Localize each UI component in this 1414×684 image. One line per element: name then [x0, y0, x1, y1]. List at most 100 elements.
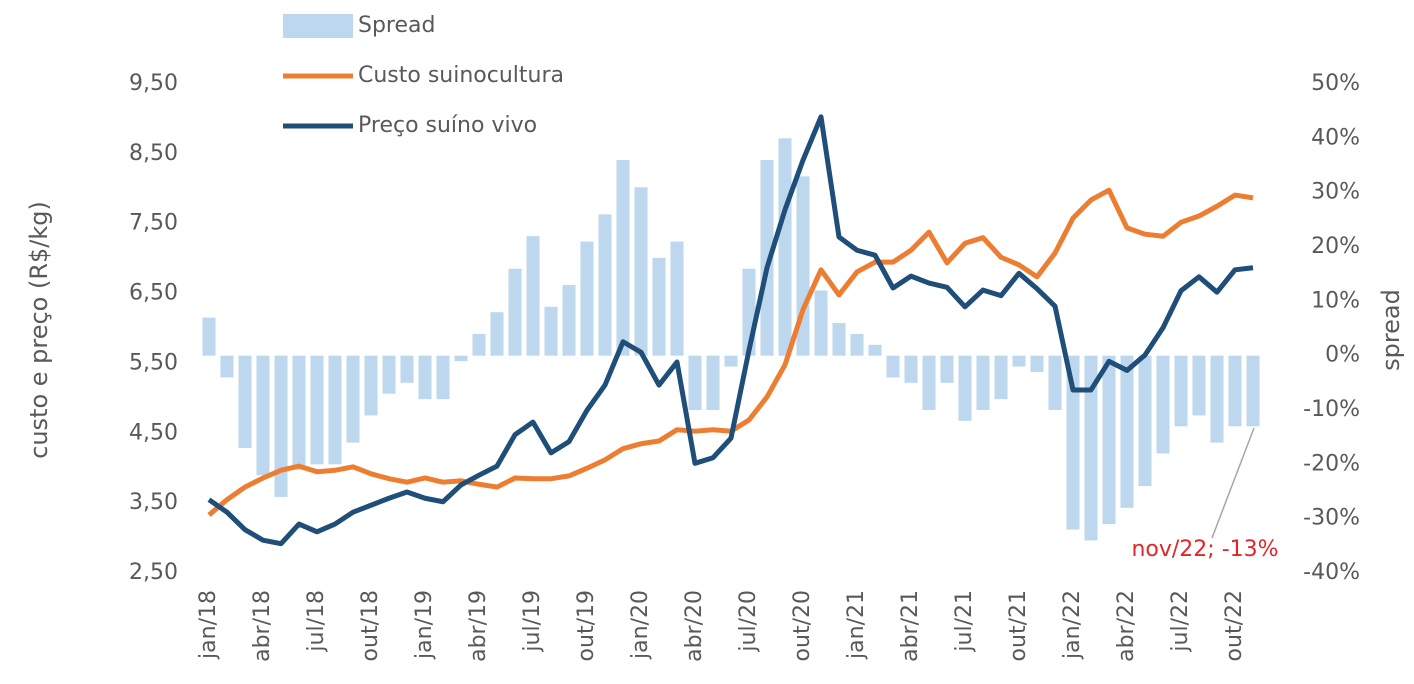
- bar: [490, 312, 504, 356]
- y2-tick-label: -30%: [1303, 506, 1360, 531]
- annotation: nov/22; -13%: [1131, 537, 1278, 562]
- bar: [562, 285, 576, 356]
- bar: [508, 268, 522, 356]
- bar: [994, 355, 1008, 400]
- legend-label: Preço suíno vivo: [358, 113, 537, 138]
- y-tick-label: 2,50: [129, 560, 178, 585]
- bar: [796, 176, 810, 356]
- bar: [1210, 355, 1224, 443]
- y2-tick-label: 20%: [1311, 234, 1360, 259]
- x-tick-label: out/21: [1006, 590, 1031, 661]
- bar: [472, 333, 486, 356]
- x-tick-label: abr/20: [682, 590, 707, 662]
- bar: [202, 317, 216, 356]
- bar: [598, 214, 612, 356]
- bar: [652, 257, 666, 356]
- x-tick-label: jan/18: [196, 590, 221, 660]
- bar: [364, 355, 378, 416]
- bar: [886, 355, 900, 378]
- bar: [1030, 355, 1044, 372]
- bar: [814, 290, 828, 356]
- bar: [454, 355, 468, 362]
- bar: [670, 241, 684, 356]
- x-tick-label: jan/21: [844, 590, 869, 660]
- bar: [436, 355, 450, 400]
- bar: [580, 241, 594, 356]
- bar: [1192, 355, 1206, 416]
- y2-tick-label: 10%: [1311, 288, 1360, 313]
- x-tick-label: abr/19: [466, 590, 491, 662]
- y-tick-label: 8,50: [129, 141, 178, 166]
- y-tick-label: 5,50: [129, 350, 178, 375]
- bar: [1084, 355, 1098, 541]
- legend-swatch: [283, 14, 353, 38]
- x-tick-label: jul/19: [520, 590, 545, 653]
- x-tick-label: jan/22: [1060, 590, 1085, 660]
- bar: [292, 355, 306, 470]
- bar: [400, 355, 414, 383]
- bar: [418, 355, 432, 400]
- bar: [922, 355, 936, 410]
- bar: [850, 333, 864, 356]
- bar: [220, 355, 234, 378]
- x-tick-label: out/18: [358, 590, 383, 661]
- bar: [1228, 355, 1242, 427]
- bar: [256, 355, 270, 476]
- bar: [958, 355, 972, 421]
- bar: [526, 236, 540, 356]
- bar: [724, 355, 738, 367]
- x-tick-label: jan/20: [628, 590, 653, 660]
- x-tick-label: jul/20: [736, 590, 761, 653]
- bar: [1102, 355, 1116, 525]
- legend-label: Spread: [358, 13, 435, 38]
- bar: [904, 355, 918, 383]
- annotation-leader: [1211, 427, 1255, 539]
- x-tick-label: out/20: [790, 590, 815, 661]
- y-tick-label: 6,50: [129, 281, 178, 306]
- bar: [976, 355, 990, 410]
- y2-tick-label: 30%: [1311, 180, 1360, 205]
- x-tick-label: out/22: [1222, 590, 1247, 661]
- y-axis-title: custo e preço (R$/kg): [25, 201, 53, 459]
- x-tick-label: jul/18: [304, 590, 329, 653]
- y2-axis-title: spread: [1377, 289, 1405, 371]
- legend-label: Custo suinocultura: [358, 63, 564, 88]
- x-tick-label: jul/22: [1168, 590, 1193, 653]
- bar: [544, 306, 558, 356]
- y-tick-label: 4,50: [129, 420, 178, 445]
- y-tick-label: 9,50: [129, 71, 178, 96]
- bar: [238, 355, 252, 449]
- y2-tick-label: -40%: [1303, 560, 1360, 585]
- bar: [1048, 355, 1062, 410]
- bar: [274, 355, 288, 497]
- x-tick-label: abr/22: [1114, 590, 1139, 662]
- bar: [868, 344, 882, 356]
- x-tick-label: abr/21: [898, 590, 923, 662]
- y2-tick-label: -20%: [1303, 451, 1360, 476]
- bar: [1120, 355, 1134, 508]
- y-tick-label: 7,50: [129, 211, 178, 236]
- bar: [706, 355, 720, 410]
- bar: [940, 355, 954, 383]
- y2-tick-label: 40%: [1311, 125, 1360, 150]
- bar: [1174, 355, 1188, 427]
- y-tick-label: 3,50: [129, 490, 178, 515]
- y2-tick-label: 0%: [1325, 343, 1360, 368]
- bar: [1246, 355, 1260, 427]
- x-tick-label: abr/18: [250, 590, 275, 662]
- bar: [760, 160, 774, 356]
- bar: [382, 355, 396, 394]
- line: [207, 114, 1254, 547]
- x-tick-label: jan/19: [412, 590, 437, 660]
- bar: [778, 138, 792, 356]
- y2-tick-label: -10%: [1303, 397, 1360, 422]
- bar: [328, 355, 342, 465]
- bar: [832, 323, 846, 356]
- bar: [1012, 355, 1026, 367]
- bar: [634, 187, 648, 356]
- bar: [1156, 355, 1170, 454]
- bar: [1066, 355, 1080, 530]
- bar: [310, 355, 324, 465]
- y2-tick-label: 50%: [1311, 71, 1360, 96]
